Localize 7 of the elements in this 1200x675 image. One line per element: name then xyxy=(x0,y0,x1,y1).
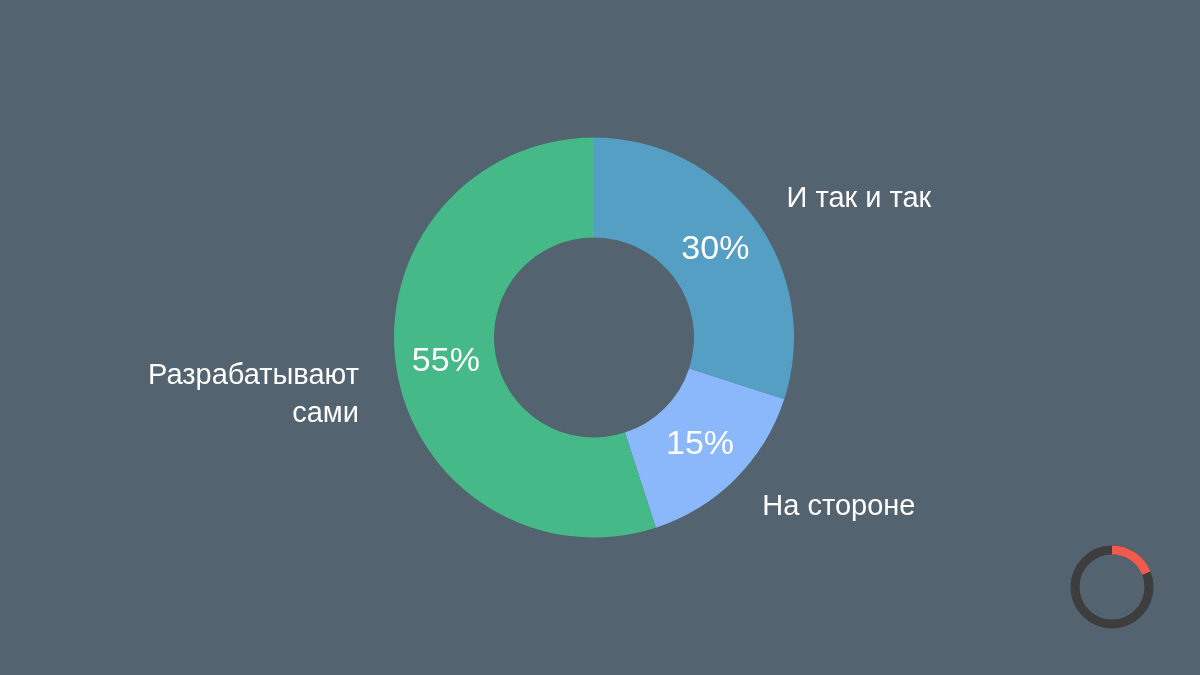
slice-label: На стороне xyxy=(762,488,916,521)
donut-slice xyxy=(394,137,656,538)
data-label: 30% xyxy=(681,228,750,267)
slice-label: И так и так xyxy=(786,180,932,213)
data-label: 15% xyxy=(666,422,735,461)
data-label: 55% xyxy=(411,339,480,378)
slice-label: Разрабатывают сами xyxy=(148,357,359,428)
